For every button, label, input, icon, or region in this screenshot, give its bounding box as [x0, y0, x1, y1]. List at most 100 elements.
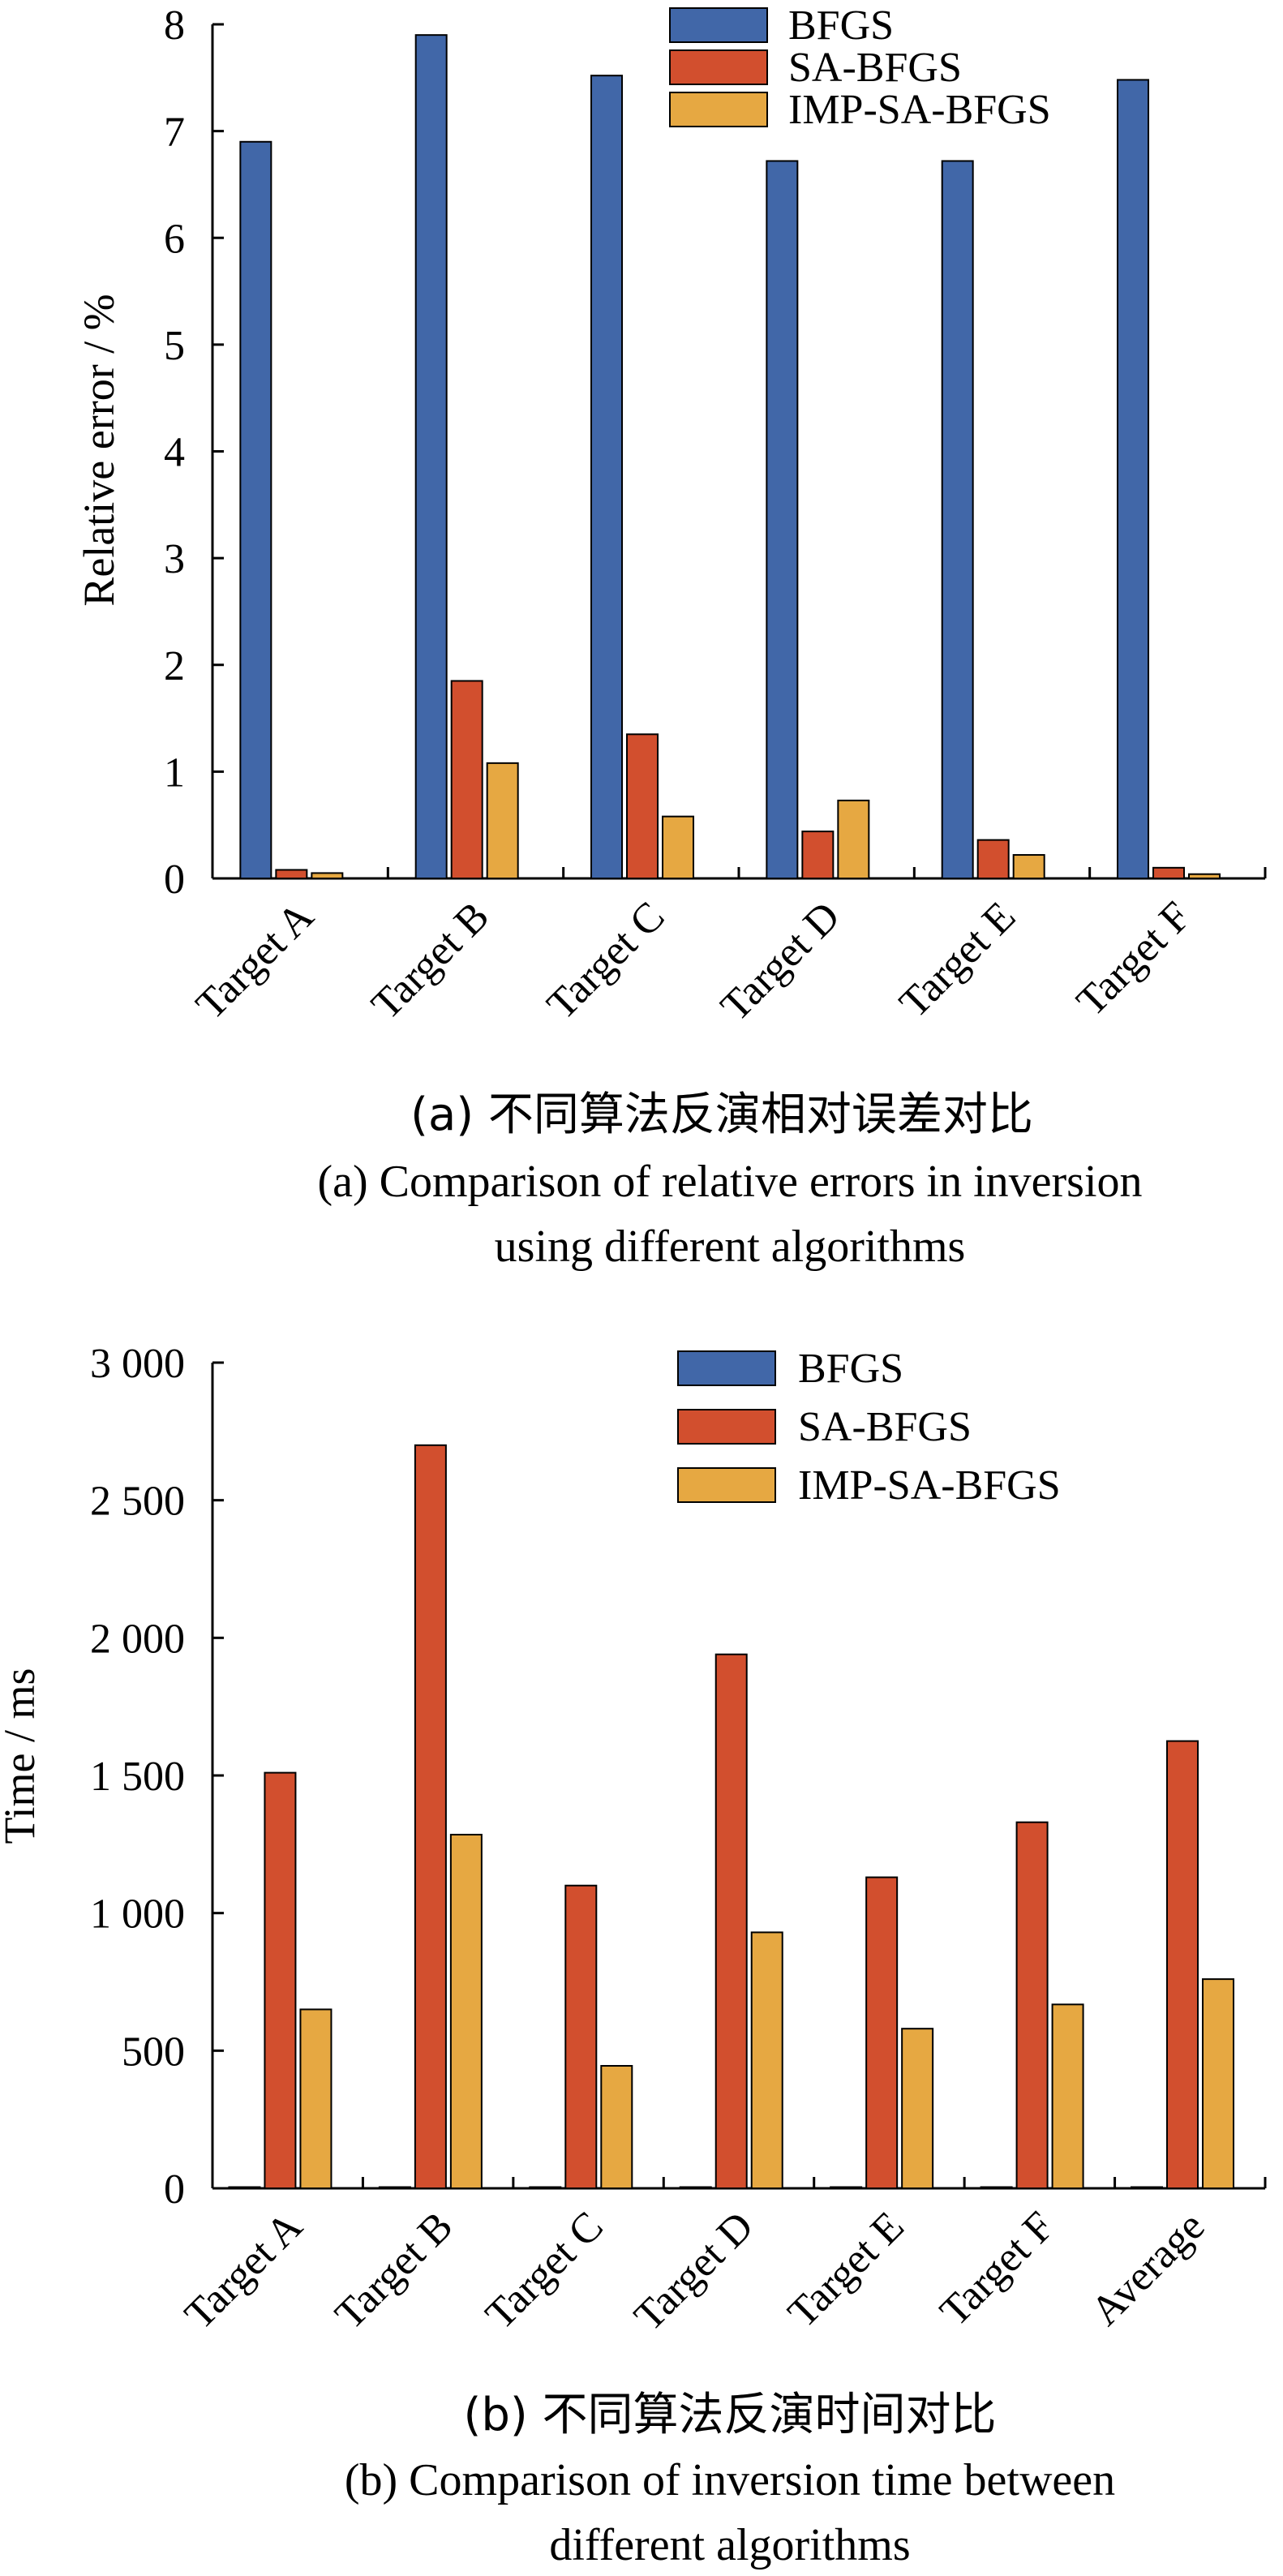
legend-swatch-sa-bfgs [677, 1409, 776, 1445]
caption-b-en-line1: (b) Comparison of inversion time between [345, 2455, 1115, 2505]
legend-label-bfgs: BFGS [788, 2, 894, 49]
x-tick-label: Target C [477, 2203, 612, 2338]
bars-a [239, 34, 1221, 880]
x-tick-labels-a: Target A Target B Target C Target D Target E… [187, 893, 1199, 1030]
caption-b-en-line2: different algorithms [549, 2520, 910, 2570]
y-tick-label: 4 [164, 430, 185, 476]
x-tick-label: Target E [779, 2203, 913, 2337]
legend-swatch-imp-sa-bfgs [677, 1467, 776, 1503]
bar-sa-bfgs-target-f [1152, 866, 1186, 880]
bar-imp-sa-bfgs-target-e [901, 2028, 934, 2190]
legend-swatch-bfgs [669, 7, 768, 43]
bar-imp-sa-bfgs-target-a [299, 2008, 333, 2190]
bar-sa-bfgs-target-a [275, 869, 308, 879]
y-tick-label: 0 [164, 857, 185, 903]
x-tick-label: Target B [363, 893, 498, 1028]
bar-bfgs-target-a [239, 140, 272, 880]
y-tick-label: 2 [164, 643, 185, 689]
x-tick-label: Target B [327, 2203, 462, 2338]
y-tick-label: 1 [164, 749, 185, 796]
y-tick-label: 2 500 [90, 1479, 185, 1525]
legend-label-sa-bfgs: SA-BFGS [788, 45, 962, 91]
legend-label-imp-sa-bfgs: IMP-SA-BFGS [798, 1462, 1061, 1509]
caption-a-en-line2: using different algorithms [495, 1221, 966, 1272]
y-tick-label: 3 000 [90, 1341, 185, 1387]
bar-bfgs-target-a [228, 2186, 261, 2189]
legend-swatch-sa-bfgs [669, 49, 768, 85]
bar-sa-bfgs-target-c [564, 1884, 598, 2190]
bar-sa-bfgs-target-b [414, 1444, 447, 2190]
y-tick-label: 1 500 [90, 1754, 185, 1800]
bar-imp-sa-bfgs-target-b [486, 762, 519, 879]
legend-swatch-imp-sa-bfgs [669, 92, 768, 127]
bars-b [228, 1444, 1235, 2190]
x-tick-label: Target F [1068, 893, 1200, 1025]
bar-sa-bfgs-target-c [626, 733, 659, 880]
bar-bfgs-target-e [830, 2186, 863, 2189]
x-tick-labels-b: Target A Target B Target C Target D Target E… [176, 2203, 1213, 2340]
y-tick-label: 0 [164, 2166, 185, 2213]
y-tick-label: 8 [164, 2, 185, 49]
bar-sa-bfgs-target-d [801, 831, 835, 879]
y-ticks-b: 0 500 1 000 1 500 2 000 2 500 3 000 [90, 1341, 1267, 2213]
bar-bfgs-target-b [414, 34, 448, 880]
y-tick-label: 3 [164, 536, 185, 582]
caption-a-en-line1: (a) Comparison of relative errors in inv… [317, 1157, 1142, 1207]
y-tick-label: 6 [164, 216, 185, 262]
x-tick-label: Average [1082, 2203, 1213, 2334]
caption-a-cn: (a) 不同算法反演相对误差对比 [410, 1088, 1033, 1141]
bar-imp-sa-bfgs-target-b [449, 1833, 483, 2190]
legend-swatch-bfgs [677, 1350, 776, 1386]
bar-imp-sa-bfgs-target-c [600, 2064, 633, 2189]
legend-label-sa-bfgs: SA-BFGS [798, 1404, 972, 1450]
bar-bfgs-target-f [980, 2186, 1013, 2189]
bar-bfgs-target-d [766, 160, 799, 880]
bar-imp-sa-bfgs-target-d [750, 1931, 783, 2189]
bar-imp-sa-bfgs-target-c [662, 815, 695, 879]
bar-sa-bfgs-average [1166, 1740, 1199, 2189]
y-tick-label: 5 [164, 323, 185, 369]
y-tick-label: 1 000 [90, 1891, 185, 1938]
bar-sa-bfgs-target-d [714, 1653, 748, 2189]
bar-bfgs-average [1131, 2186, 1164, 2189]
bar-sa-bfgs-target-e [976, 839, 1010, 879]
x-tick-label: Target A [187, 893, 323, 1028]
bar-bfgs-target-c [529, 2186, 562, 2189]
axes-a [211, 24, 1265, 880]
y-axis-title-a: Relative error / % [75, 294, 123, 606]
bar-imp-sa-bfgs-target-f [1051, 2003, 1084, 2190]
bar-bfgs-target-f [1117, 79, 1150, 879]
bar-sa-bfgs-target-a [264, 1771, 297, 2189]
bar-imp-sa-bfgs-average [1202, 1978, 1235, 2190]
bar-sa-bfgs-target-b [450, 680, 483, 880]
x-tick-label: Target C [539, 893, 674, 1028]
bar-bfgs-target-c [590, 75, 624, 880]
bar-imp-sa-bfgs-target-f [1188, 873, 1221, 879]
x-tick-label: Target E [890, 893, 1024, 1027]
legend-label-bfgs: BFGS [798, 1346, 903, 1392]
bar-sa-bfgs-target-f [1015, 1821, 1049, 2190]
y-tick-label: 7 [164, 109, 185, 156]
bar-imp-sa-bfgs-target-e [1012, 854, 1045, 879]
bar-bfgs-target-b [378, 2186, 411, 2189]
x-tick-label: Target A [176, 2203, 311, 2338]
bar-sa-bfgs-target-e [865, 1876, 899, 2189]
legend-label-imp-sa-bfgs: IMP-SA-BFGS [788, 87, 1051, 133]
bar-bfgs-target-d [679, 2186, 712, 2189]
y-axis-title-b: Time / ms [0, 1668, 44, 1844]
bar-imp-sa-bfgs-target-d [837, 799, 870, 880]
bar-imp-sa-bfgs-target-a [311, 872, 344, 879]
x-tick-label: Target F [931, 2203, 1063, 2335]
caption-b-cn: (b) 不同算法反演时间对比 [463, 2389, 996, 2441]
bar-bfgs-target-e [941, 160, 974, 880]
x-tick-label: Target D [712, 893, 849, 1030]
legend-b: BFGS SA-BFGS IMP-SA-BFGS [677, 1346, 1061, 1509]
y-ticks-a: 0 1 2 3 4 5 6 7 8 [164, 2, 1267, 903]
y-tick-label: 2 000 [90, 1616, 185, 1662]
x-tick-label: Target D [625, 2203, 762, 2340]
y-tick-label: 500 [122, 2029, 185, 2075]
